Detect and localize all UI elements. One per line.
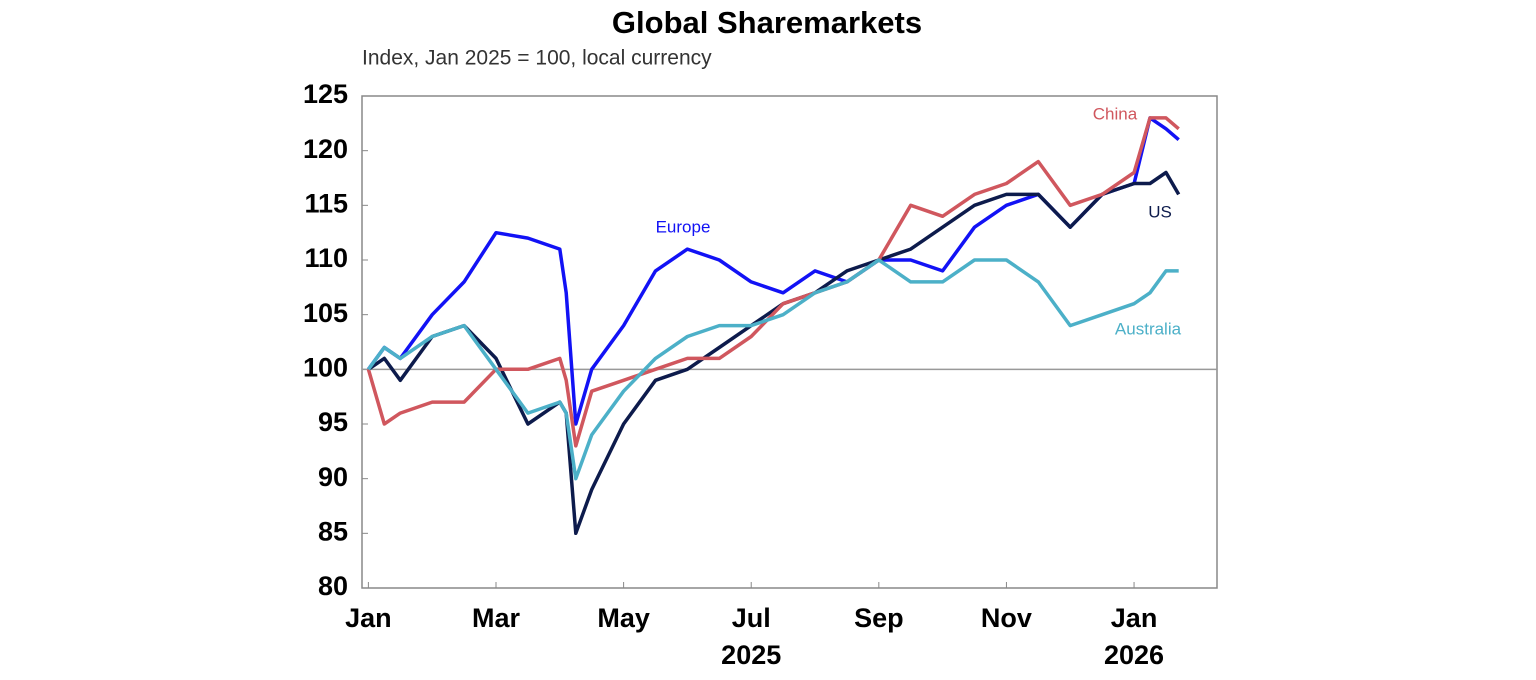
y-tick-label: 120 (303, 134, 348, 164)
y-tick-label: 90 (318, 462, 348, 492)
series-label: Europe (656, 217, 711, 236)
x-tick-label: Jul (732, 603, 771, 633)
series-label: Australia (1115, 319, 1182, 338)
x-tick-label: Jan (1111, 603, 1158, 633)
y-tick-label: 110 (304, 243, 348, 273)
x-tick-label: Sep (854, 603, 904, 633)
y-tick-label: 125 (303, 79, 348, 109)
y-tick-label: 85 (318, 516, 348, 546)
series-label: China (1093, 104, 1138, 123)
year-label: 2026 (1104, 640, 1164, 670)
x-tick-label: Mar (472, 603, 521, 633)
y-tick-label: 95 (318, 407, 348, 437)
x-tick-label: Jan (345, 603, 392, 633)
series-label: US (1148, 202, 1172, 221)
y-tick-label: 100 (303, 352, 348, 382)
series-line (366, 116, 1180, 448)
year-label: 2025 (721, 640, 781, 670)
chart-title: Global Sharemarkets (612, 5, 922, 40)
chart-subtitle: Index, Jan 2025 = 100, local currency (362, 47, 712, 70)
series-line (367, 170, 1181, 536)
x-tick-label: Nov (981, 603, 1032, 633)
y-tick-label: 80 (318, 571, 348, 601)
plot-frame (361, 95, 1218, 589)
y-tick-label: 105 (303, 298, 348, 328)
x-tick-label: May (597, 603, 650, 633)
series-line (366, 258, 1179, 481)
y-tick-label: 115 (304, 188, 348, 218)
series-line (366, 116, 1180, 426)
